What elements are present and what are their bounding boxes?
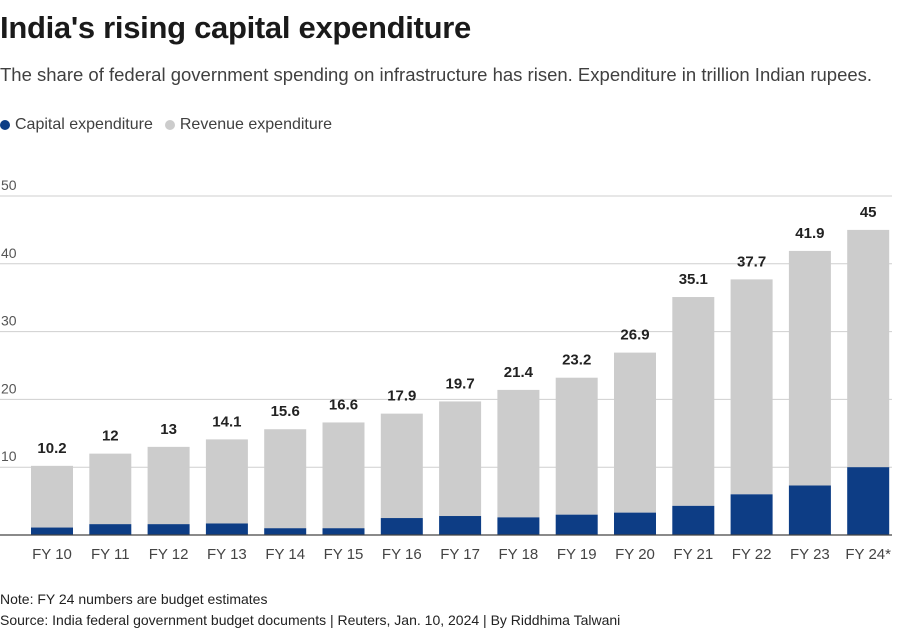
bar-capital-4 — [264, 528, 307, 535]
x-tick-label-11: FY 21 — [673, 546, 713, 563]
total-label-2: 13 — [160, 421, 177, 438]
bar-capital-12 — [730, 494, 773, 535]
bar-capital-14 — [847, 467, 890, 535]
bar-capital-8 — [497, 517, 540, 535]
chart-title: India's rising capital expenditure — [0, 10, 471, 45]
y-tick-label-20: 20 — [1, 380, 17, 396]
bar-revenue-13 — [788, 250, 831, 486]
bar-revenue-1 — [89, 453, 132, 525]
bar-revenue-11 — [672, 297, 715, 506]
total-label-12: 37.7 — [737, 253, 766, 270]
x-tick-label-7: FY 17 — [440, 546, 480, 563]
bar-capital-10 — [614, 512, 656, 535]
legend-swatch-revenue — [164, 120, 175, 130]
legend-item-capital: Capital expenditure — [0, 116, 153, 134]
x-tick-label-12: FY 22 — [732, 546, 772, 563]
x-tick-label-6: FY 16 — [382, 546, 422, 563]
bar-revenue-4 — [264, 429, 307, 529]
total-label-14: 45 — [860, 204, 877, 221]
bar-revenue-14 — [847, 229, 890, 468]
y-tick-label-10: 10 — [1, 448, 17, 464]
legend-swatch-capital — [0, 120, 10, 130]
total-label-6: 17.9 — [387, 388, 416, 405]
y-tick-label-40: 40 — [1, 245, 17, 261]
legend-label-revenue: Revenue expenditure — [179, 116, 332, 133]
bar-revenue-5 — [322, 422, 365, 529]
bar-capital-6 — [380, 518, 423, 535]
bar-capital-7 — [439, 516, 482, 535]
bar-capital-0 — [31, 527, 73, 535]
x-tick-label-4: FY 14 — [265, 546, 305, 563]
total-label-9: 23.2 — [562, 352, 591, 369]
x-tick-label-1: FY 11 — [91, 546, 130, 563]
bar-revenue-9 — [555, 377, 598, 515]
total-label-11: 35.1 — [679, 271, 708, 288]
total-label-4: 15.6 — [271, 403, 300, 420]
x-tick-label-0: FY 10 — [32, 546, 72, 563]
legend-item-revenue: Revenue expenditure — [164, 116, 332, 134]
total-label-3: 14.1 — [212, 413, 241, 430]
legend-label-capital: Capital expenditure — [15, 116, 153, 133]
bar-revenue-10 — [614, 352, 656, 513]
x-tick-label-9: FY 19 — [557, 546, 597, 563]
total-label-7: 19.7 — [445, 375, 474, 392]
bar-revenue-7 — [439, 401, 482, 517]
bar-chart: 10 20 30 40 50 10.2 FY 10 12 FY 11 13 FY 12 14.1 FY … — [0, 177, 892, 563]
legend: Capital expenditure Revenue expenditure — [0, 116, 344, 134]
x-tick-label-14: FY 24* — [845, 546, 891, 563]
x-tick-label-3: FY 13 — [207, 546, 247, 563]
x-tick-label-13: FY 23 — [790, 546, 830, 563]
bar-capital-13 — [788, 485, 831, 535]
chart-subtitle: The share of federal government spending… — [0, 64, 873, 85]
x-tick-label-2: FY 12 — [149, 546, 189, 563]
bar-capital-2 — [147, 524, 190, 535]
x-tick-label-10: FY 20 — [615, 546, 655, 563]
bar-capital-9 — [555, 514, 598, 535]
x-tick-label-8: FY 18 — [499, 546, 539, 563]
y-tick-label-50: 50 — [1, 177, 17, 193]
bar-revenue-2 — [147, 446, 190, 525]
bar-revenue-0 — [31, 465, 73, 528]
bar-revenue-8 — [497, 389, 540, 518]
source-line: Source: India federal government budget … — [0, 612, 621, 628]
total-label-1: 12 — [102, 428, 119, 445]
bar-capital-3 — [205, 523, 248, 535]
total-label-10: 26.9 — [620, 327, 649, 344]
bar-capital-11 — [672, 505, 715, 535]
bar-revenue-6 — [380, 413, 423, 519]
y-tick-label-30: 30 — [1, 313, 17, 329]
total-label-0: 10.2 — [37, 440, 66, 457]
total-label-13: 41.9 — [795, 225, 824, 242]
bar-capital-1 — [89, 524, 132, 535]
bar-revenue-3 — [205, 439, 248, 524]
bar-revenue-12 — [730, 279, 773, 495]
x-tick-label-5: FY 15 — [324, 546, 364, 563]
total-label-5: 16.6 — [329, 396, 358, 413]
total-label-8: 21.4 — [504, 364, 534, 381]
bar-capital-5 — [322, 528, 365, 535]
footnote: Note: FY 24 numbers are budget estimates — [0, 591, 268, 607]
